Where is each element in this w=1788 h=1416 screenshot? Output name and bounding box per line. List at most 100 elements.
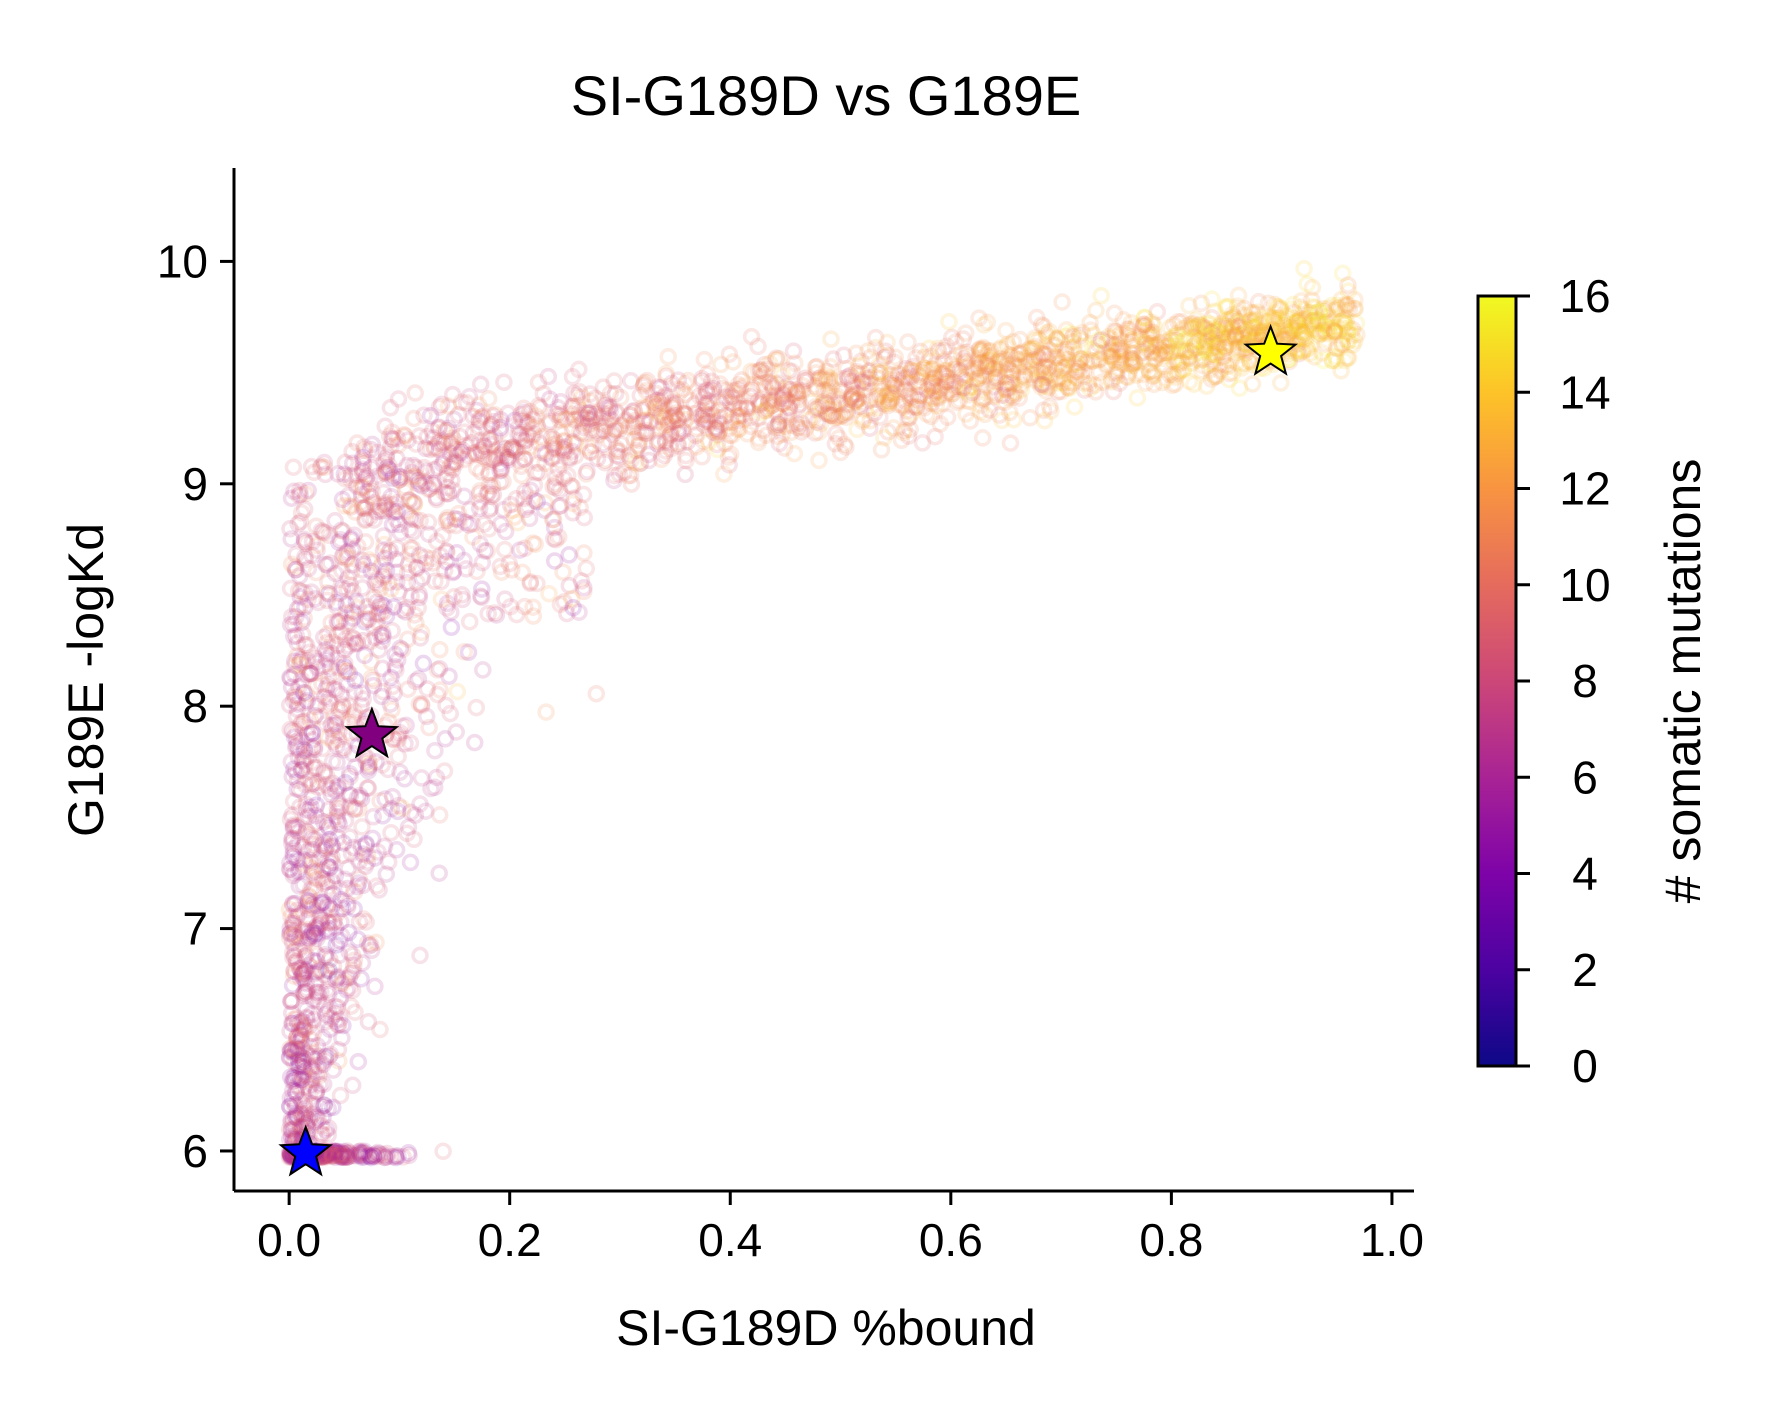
scatter-point <box>550 497 568 516</box>
scatter-point <box>396 483 415 501</box>
scatter-point <box>755 377 774 395</box>
scatter-point <box>668 380 686 398</box>
scatter-point <box>314 523 332 541</box>
scatter-point <box>1002 373 1020 392</box>
scatter-point <box>289 748 308 766</box>
scatter-point <box>282 907 300 926</box>
scatter-point <box>360 936 379 955</box>
scatter-point <box>334 899 352 918</box>
scatter-point <box>1216 339 1234 357</box>
scatter-point <box>1310 302 1329 320</box>
scatter-point <box>1226 329 1244 347</box>
scatter-point <box>777 378 795 396</box>
scatter-point <box>529 454 547 472</box>
scatter-point <box>909 365 927 384</box>
scatter-point <box>780 381 799 399</box>
scatter-point <box>320 961 338 980</box>
scatter-point <box>470 485 489 503</box>
scatter-point <box>308 929 326 948</box>
scatter-point <box>281 520 299 538</box>
scatter-point <box>1249 293 1268 311</box>
scatter-point <box>478 542 497 560</box>
scatter-point <box>612 435 630 454</box>
scatter-point <box>544 439 562 458</box>
scatter-point <box>1123 337 1141 355</box>
scatter-point <box>541 412 559 431</box>
scatter-point <box>326 1005 344 1023</box>
scatter-point <box>810 451 828 470</box>
scatter-point <box>1242 319 1261 338</box>
scatter-point <box>1012 376 1030 394</box>
scatter-point <box>315 628 333 647</box>
scatter-point <box>848 378 867 397</box>
scatter-point <box>545 552 564 570</box>
scatter-point <box>581 443 600 461</box>
scatter-point <box>285 656 304 675</box>
scatter-point <box>317 680 335 698</box>
scatter-point <box>594 404 612 423</box>
scatter-point <box>1048 348 1067 367</box>
scatter-point <box>768 387 786 405</box>
scatter-point <box>380 543 398 562</box>
scatter-point <box>1067 363 1085 381</box>
scatter-point <box>1006 356 1025 375</box>
scatter-point <box>1165 327 1184 346</box>
scatter-point <box>997 321 1015 340</box>
scatter-point <box>1092 286 1110 305</box>
scatter-point <box>787 381 805 399</box>
scatter-point <box>820 369 839 388</box>
scatter-point <box>697 395 715 413</box>
scatter-point <box>288 1027 307 1045</box>
scatter-point <box>425 439 444 458</box>
scatter-point <box>1032 378 1050 396</box>
scatter-point <box>721 393 740 412</box>
scatter-point <box>982 351 1001 369</box>
scatter-point <box>1102 348 1121 366</box>
scatter-point <box>720 419 738 437</box>
scatter-point <box>463 515 482 533</box>
scatter-point <box>709 425 727 444</box>
scatter-point <box>1325 323 1344 341</box>
scatter-point <box>312 911 331 930</box>
scatter-point <box>709 412 727 430</box>
scatter-point <box>459 446 478 465</box>
scatter-point <box>1118 320 1137 338</box>
colorbar-gradient <box>1476 294 1518 1068</box>
scatter-point <box>931 368 949 386</box>
scatter-point <box>307 677 325 695</box>
scatter-point <box>594 378 613 396</box>
scatter-point <box>322 1009 341 1028</box>
scatter-point <box>1334 311 1352 329</box>
scatter-point <box>652 392 671 411</box>
scatter-point <box>394 1148 412 1166</box>
scatter-point <box>284 691 303 710</box>
scatter-point <box>1134 317 1152 335</box>
scatter-point <box>1332 362 1350 380</box>
scatter-point <box>636 373 654 392</box>
scatter-point <box>322 716 340 735</box>
scatter-point <box>333 1148 351 1166</box>
scatter-point <box>1195 340 1214 358</box>
scatter-point <box>365 511 383 529</box>
scatter-point <box>521 573 540 591</box>
scatter-point <box>564 494 582 513</box>
scatter-point <box>1243 375 1262 393</box>
scatter-point <box>296 982 315 1001</box>
scatter-point <box>293 713 311 731</box>
scatter-point <box>316 1047 335 1066</box>
scatter-point <box>656 433 675 452</box>
scatter-point <box>875 394 894 413</box>
scatter-point <box>320 858 339 877</box>
scatter-point <box>316 1051 335 1069</box>
scatter-point <box>481 499 500 517</box>
scatter-point <box>399 555 418 573</box>
scatter-point <box>1192 294 1211 313</box>
scatter-point <box>514 412 533 430</box>
scatter-point <box>847 393 866 411</box>
scatter-point <box>1010 345 1029 363</box>
scatter-point <box>321 950 339 969</box>
scatter-point <box>348 789 367 807</box>
scatter-point <box>366 573 384 591</box>
scatter-point <box>915 348 934 367</box>
scatter-point <box>1026 338 1045 356</box>
